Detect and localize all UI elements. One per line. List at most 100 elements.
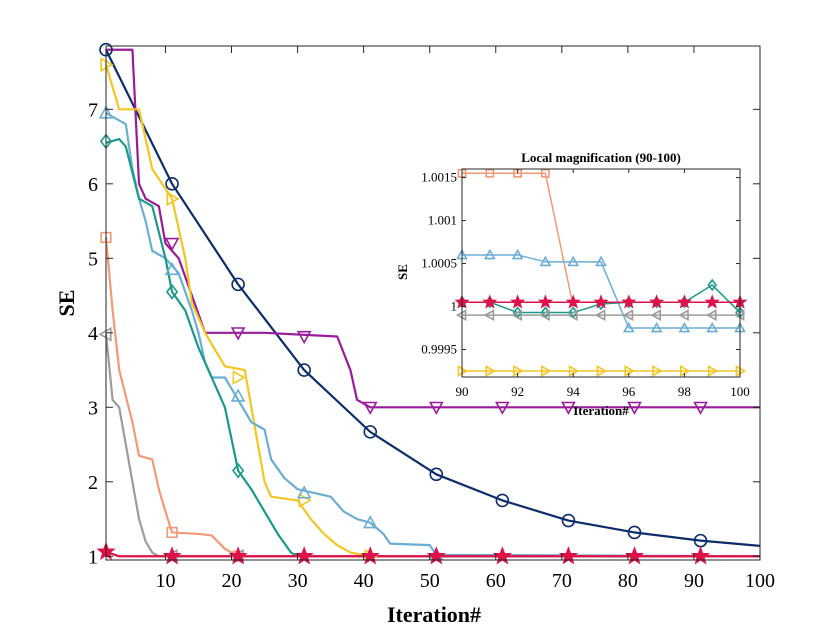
inset-marker-gray <box>706 309 717 321</box>
marker-purple <box>495 401 510 415</box>
series-line-crimson <box>105 550 760 558</box>
x-tick-label: 80 <box>618 570 638 592</box>
inset-marker-gray <box>594 309 606 321</box>
inset-axes-box <box>461 168 741 378</box>
inset-marker-gray <box>650 309 662 321</box>
y-tick-label: 4 <box>88 323 98 345</box>
inset-series-line-salmon <box>462 172 574 307</box>
inset-y-tick-label: 1.0005 <box>421 256 457 271</box>
x-tick-label: 50 <box>420 570 440 592</box>
marker-purple <box>230 327 246 341</box>
inset-marker-yellow <box>596 365 608 377</box>
marker-yellow <box>166 191 180 207</box>
inset-marker-crimson <box>621 294 637 309</box>
marker-lightblue <box>362 515 378 529</box>
inset-x-tick-label: 90 <box>456 384 469 399</box>
inset-plot-area <box>462 169 740 377</box>
inset-marker-gray <box>567 309 578 321</box>
x-tick-label: 30 <box>288 570 308 592</box>
inset-x-tick-label: 100 <box>730 384 750 399</box>
x-tick-label: 20 <box>222 570 242 592</box>
marker-navy <box>495 493 510 508</box>
inset-marker-gray <box>622 309 634 321</box>
marker-lightblue <box>296 485 312 499</box>
main-ticks-group: 10 20 30 40 50 60 70 80 90 100 1 2 3 4 5 6 7 <box>88 46 775 592</box>
marker-navy <box>561 513 576 528</box>
series-line-teal <box>105 138 760 558</box>
inset-marker-crimson <box>649 294 665 309</box>
inset-marker-lightblue <box>539 255 552 267</box>
inset-marker-crimson <box>565 294 581 309</box>
inset-marker-crimson <box>593 294 609 309</box>
inset-y-axis-label: SE <box>395 264 410 280</box>
inset-marker-teal <box>707 278 718 292</box>
inset-marker-crimson <box>537 294 553 309</box>
inset-marker-crimson <box>704 294 720 309</box>
x-tick-label: 40 <box>354 570 374 592</box>
series-line-gray <box>104 334 760 558</box>
inset-marker-lightblue <box>567 255 580 267</box>
inset-y-tick-label: 1.0015 <box>421 170 457 185</box>
y-tick-label: 7 <box>88 99 98 121</box>
inset-marker-lightblue <box>511 248 524 260</box>
marker-gray <box>98 326 112 342</box>
marker-navy <box>363 425 378 439</box>
x-tick-label: 10 <box>155 570 175 592</box>
inset-marker-gray <box>511 309 523 321</box>
marker-purple <box>362 401 378 415</box>
marker-teal <box>165 283 179 300</box>
y-tick-label: 6 <box>88 174 98 196</box>
inset-y-tick-label: 1 <box>451 299 458 314</box>
x-axis-label: Iteration# <box>387 602 481 627</box>
marker-navy <box>165 177 179 191</box>
inset-marker-salmon <box>485 168 495 178</box>
inset-marker-crimson <box>510 294 526 309</box>
marker-yellow <box>100 57 114 72</box>
inset-x-axis-label: Iteration# <box>573 403 629 418</box>
marker-purple <box>428 401 444 415</box>
inset-marker-lightblue <box>595 255 607 267</box>
inset-marker-yellow <box>485 365 496 377</box>
inset-marker-salmon <box>540 168 550 178</box>
marker-purple <box>296 330 312 345</box>
inset-marker-lightblue <box>622 321 635 333</box>
marker-lightblue <box>230 388 246 402</box>
inset-x-tick-label: 94 <box>567 384 581 399</box>
marker-yellow <box>232 370 246 385</box>
y-tick-label: 5 <box>88 248 98 270</box>
inset-x-tick-label: 92 <box>511 384 524 399</box>
x-tick-label: 70 <box>552 570 572 592</box>
inset-title: Local magnification (90-100) <box>521 150 681 165</box>
x-tick-label: 60 <box>486 570 506 592</box>
y-tick-label: 2 <box>88 472 98 494</box>
inset-series-group <box>462 172 741 372</box>
inset-marker-lightblue <box>483 248 496 260</box>
series-line-navy <box>105 49 761 547</box>
main-axes-box <box>105 45 761 561</box>
inset-marker-lightblue <box>650 321 663 333</box>
inset-series-line-lightblue <box>462 254 740 329</box>
y-tick-label: 1 <box>88 546 98 568</box>
inset-y-tick-label: 0.9995 <box>421 341 457 356</box>
inset-marker-lightblue <box>678 321 691 333</box>
marker-navy <box>231 277 245 292</box>
inset-marker-yellow <box>707 365 719 377</box>
series-line-yellow <box>104 64 760 558</box>
marker-purple <box>627 401 642 415</box>
inset-x-tick-label: 96 <box>622 384 636 399</box>
inset-marker-gray <box>539 309 550 321</box>
series-line-salmon <box>104 237 760 558</box>
inset-marker-crimson <box>676 294 692 309</box>
inset-marker-crimson <box>482 294 498 309</box>
marker-navy <box>297 363 311 377</box>
inset-y-tick-label: 1.001 <box>428 213 457 228</box>
marker-navy <box>429 467 444 482</box>
marker-lightblue <box>164 261 180 276</box>
x-tick-label: 100 <box>745 570 775 592</box>
inset-marker-gray <box>483 309 495 321</box>
inset-ticks-group: 90 92 94 96 98 100 0.9995 1 1.0005 1.001 1.0015 <box>421 169 750 399</box>
y-axis-label: SE <box>54 290 79 317</box>
inset-marker-yellow <box>652 365 663 377</box>
marker-navy <box>627 525 642 540</box>
